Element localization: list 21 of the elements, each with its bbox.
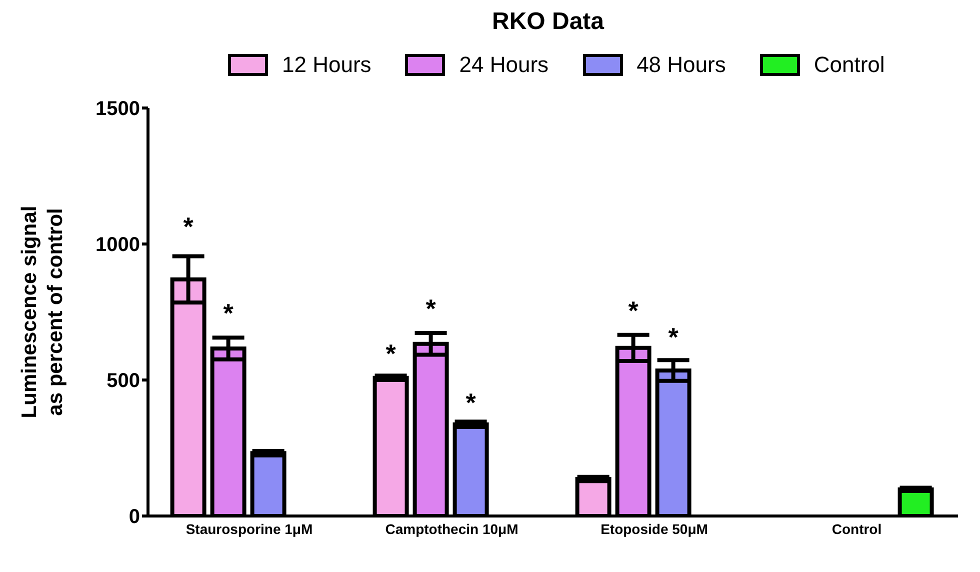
data-label: * bbox=[668, 322, 680, 352]
legend-label: 24 Hours bbox=[459, 52, 549, 78]
data-label: * bbox=[386, 338, 397, 369]
x-tick-label: Camptothecin 10μM bbox=[385, 520, 518, 537]
y-axis-title: Luminescence signal as percent of control bbox=[18, 206, 67, 418]
legend-label: Control bbox=[814, 52, 885, 78]
x-tick-label: Etoposide 50μM bbox=[600, 520, 708, 537]
y-tick-label: 500 bbox=[106, 370, 140, 392]
y-tick-label: 1500 bbox=[96, 98, 140, 120]
data-label: * bbox=[426, 293, 437, 324]
y-tick-label: 1000 bbox=[96, 234, 140, 256]
x-tick-label: Control bbox=[832, 520, 882, 537]
data-label: * bbox=[628, 295, 640, 326]
legend-label: 12 Hours bbox=[282, 52, 372, 78]
data-label: * bbox=[183, 212, 194, 242]
chart-title: RKO Data bbox=[490, 8, 606, 37]
data-label: * bbox=[223, 298, 234, 328]
y-tick-label: 0 bbox=[128, 506, 140, 528]
legend-label: 48 Hours bbox=[636, 52, 726, 78]
x-tick-label: Staurosporine 1μM bbox=[186, 520, 313, 537]
data-label: * bbox=[466, 388, 477, 418]
